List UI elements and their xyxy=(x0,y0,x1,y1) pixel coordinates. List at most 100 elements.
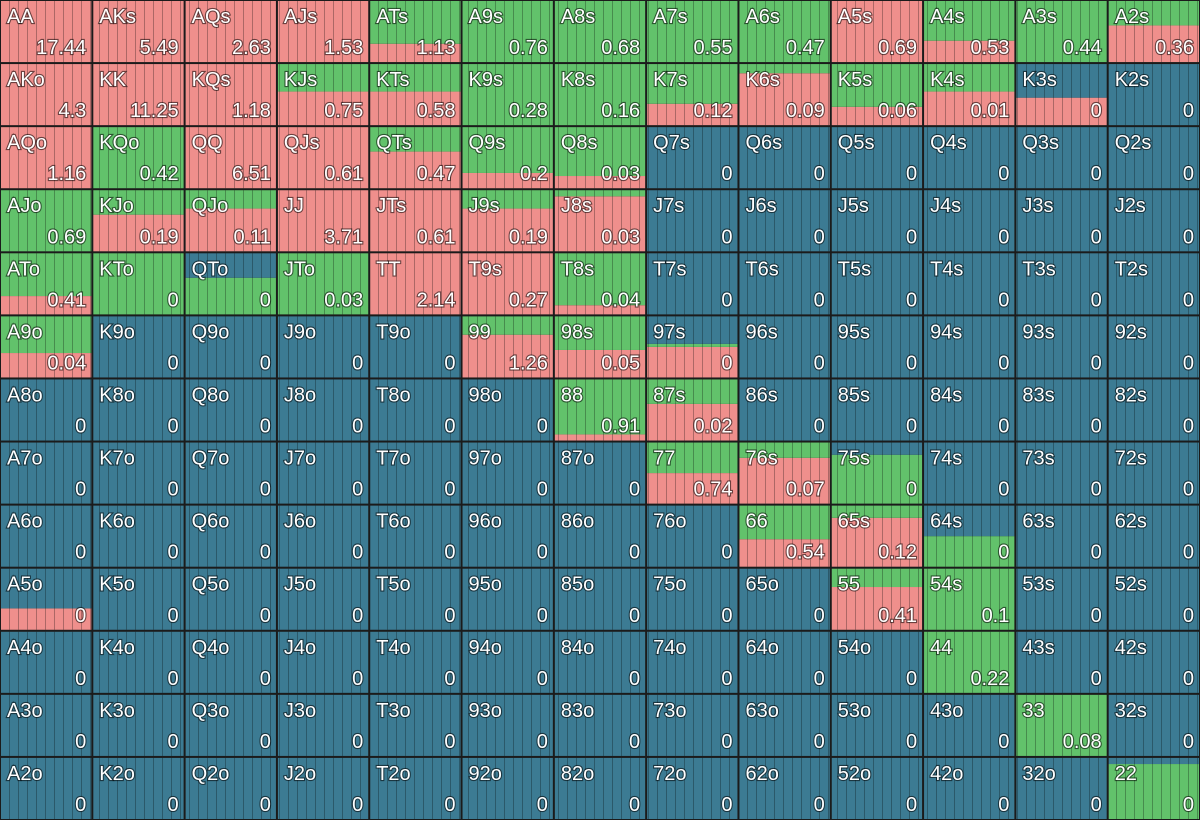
hand-cell[interactable]: Q3s 0 xyxy=(1016,127,1107,189)
hand-cell[interactable]: Q7s 0 xyxy=(647,127,738,189)
hand-cell[interactable]: Q7o 0 xyxy=(185,442,276,504)
hand-cell[interactable]: 440.22 xyxy=(924,631,1015,693)
hand-cell[interactable]: Q2o 0 xyxy=(185,757,276,819)
hand-cell[interactable]: 93s 0 xyxy=(1016,316,1107,378)
hand-cell[interactable]: 32o 0 xyxy=(1016,757,1107,819)
hand-cell[interactable]: JTo 0.03 xyxy=(277,253,369,315)
hand-cell[interactable]: 32s 0 xyxy=(1108,694,1199,756)
hand-cell[interactable]: 991.26 xyxy=(462,316,553,378)
hand-cell[interactable]: J2s 0 xyxy=(1108,190,1199,252)
hand-cell[interactable]: K4s 0.01 xyxy=(924,64,1015,126)
hand-cell[interactable]: J2o 0 xyxy=(277,757,369,819)
hand-cell[interactable]: A8o 0 xyxy=(1,379,92,441)
hand-cell[interactable]: 880.91 xyxy=(554,379,646,441)
hand-cell[interactable]: 62s 0 xyxy=(1108,505,1199,567)
hand-cell[interactable]: Q5o 0 xyxy=(185,568,276,630)
hand-cell[interactable]: J9o 0 xyxy=(277,316,369,378)
hand-cell[interactable]: 86o 0 xyxy=(554,505,646,567)
hand-cell[interactable]: A4s 0.53 xyxy=(924,1,1015,63)
hand-cell[interactable]: QQ 6.51 xyxy=(185,127,276,189)
hand-cell[interactable]: 62o 0 xyxy=(739,757,830,819)
hand-cell[interactable]: 95s 0 xyxy=(831,316,923,378)
hand-cell[interactable]: K5s 0.06 xyxy=(831,64,923,126)
hand-cell[interactable]: A9s 0.76 xyxy=(462,1,553,63)
hand-cell[interactable]: A7o 0 xyxy=(1,442,92,504)
hand-cell[interactable]: A2o 0 xyxy=(1,757,92,819)
hand-cell[interactable]: T3o 0 xyxy=(370,694,461,756)
hand-cell[interactable]: A6o 0 xyxy=(1,505,92,567)
hand-cell[interactable]: TT 2.14 xyxy=(370,253,461,315)
hand-cell[interactable]: 97o 0 xyxy=(462,442,553,504)
hand-cell[interactable]: KJo 0.19 xyxy=(93,190,184,252)
hand-cell[interactable]: Q2s 0 xyxy=(1108,127,1199,189)
hand-cell[interactable]: 52o 0 xyxy=(831,757,923,819)
hand-cell[interactable]: 43o 0 xyxy=(924,694,1015,756)
hand-cell[interactable]: KJs 0.75 xyxy=(277,64,369,126)
hand-cell[interactable]: 98o 0 xyxy=(462,379,553,441)
hand-cell[interactable]: 75s 0 xyxy=(831,442,923,504)
hand-cell[interactable]: AJs 1.53 xyxy=(277,1,369,63)
hand-cell[interactable]: JJ 3.71 xyxy=(277,190,369,252)
hand-cell[interactable]: J8o 0 xyxy=(277,379,369,441)
hand-cell[interactable]: 84o 0 xyxy=(554,631,646,693)
hand-cell[interactable]: AJo 0.69 xyxy=(1,190,92,252)
hand-cell[interactable]: K6o 0 xyxy=(93,505,184,567)
hand-cell[interactable]: 72s 0 xyxy=(1108,442,1199,504)
hand-cell[interactable]: K8s 0.16 xyxy=(554,64,646,126)
hand-cell[interactable]: J6o 0 xyxy=(277,505,369,567)
hand-cell[interactable]: K4o 0 xyxy=(93,631,184,693)
hand-cell[interactable]: 75o 0 xyxy=(647,568,738,630)
hand-cell[interactable]: Q4s 0 xyxy=(924,127,1015,189)
hand-cell[interactable]: 65o 0 xyxy=(739,568,830,630)
hand-cell[interactable]: Q6o 0 xyxy=(185,505,276,567)
hand-cell[interactable]: T8s 0.04 xyxy=(554,253,646,315)
hand-cell[interactable]: Q9o 0 xyxy=(185,316,276,378)
hand-cell[interactable]: 22 0 xyxy=(1108,757,1199,819)
hand-cell[interactable]: KTs 0.58 xyxy=(370,64,461,126)
hand-cell[interactable]: 92o 0 xyxy=(462,757,553,819)
hand-cell[interactable]: K3s 0 xyxy=(1016,64,1107,126)
hand-cell[interactable]: 94s 0 xyxy=(924,316,1015,378)
hand-cell[interactable]: 54o 0 xyxy=(831,631,923,693)
hand-cell[interactable]: K9o 0 xyxy=(93,316,184,378)
hand-cell[interactable]: QTo 0 xyxy=(185,253,276,315)
hand-cell[interactable]: J4s 0 xyxy=(924,190,1015,252)
hand-cell[interactable]: 84s 0 xyxy=(924,379,1015,441)
hand-cell[interactable]: 87o 0 xyxy=(554,442,646,504)
hand-cell[interactable]: J7s 0 xyxy=(647,190,738,252)
hand-cell[interactable]: T3s 0 xyxy=(1016,253,1107,315)
hand-cell[interactable]: A2s 0.36 xyxy=(1108,1,1199,63)
hand-cell[interactable]: 63o 0 xyxy=(739,694,830,756)
hand-cell[interactable]: A4o 0 xyxy=(1,631,92,693)
hand-cell[interactable]: 73o 0 xyxy=(647,694,738,756)
hand-cell[interactable]: 85o 0 xyxy=(554,568,646,630)
hand-cell[interactable]: ATs 1.13 xyxy=(370,1,461,63)
hand-cell[interactable]: Q4o 0 xyxy=(185,631,276,693)
hand-cell[interactable]: A3s 0.44 xyxy=(1016,1,1107,63)
hand-cell[interactable]: 87s 0.02 xyxy=(647,379,738,441)
hand-cell[interactable]: T9s 0.27 xyxy=(462,253,553,315)
hand-cell[interactable]: 82o 0 xyxy=(554,757,646,819)
hand-cell[interactable]: T7s 0 xyxy=(647,253,738,315)
hand-cell[interactable]: 74o 0 xyxy=(647,631,738,693)
hand-cell[interactable]: K7s 0.12 xyxy=(647,64,738,126)
hand-cell[interactable]: 63s 0 xyxy=(1016,505,1107,567)
hand-cell[interactable]: T2o 0 xyxy=(370,757,461,819)
hand-cell[interactable]: K2o 0 xyxy=(93,757,184,819)
hand-cell[interactable]: K5o 0 xyxy=(93,568,184,630)
hand-cell[interactable]: K9s 0.28 xyxy=(462,64,553,126)
hand-cell[interactable]: 96o 0 xyxy=(462,505,553,567)
hand-cell[interactable]: 92s 0 xyxy=(1108,316,1199,378)
hand-cell[interactable]: K7o 0 xyxy=(93,442,184,504)
hand-cell[interactable]: T4o 0 xyxy=(370,631,461,693)
hand-cell[interactable]: JTs 0.61 xyxy=(370,190,461,252)
hand-cell[interactable]: J7o 0 xyxy=(277,442,369,504)
hand-cell[interactable]: 74s 0 xyxy=(924,442,1015,504)
